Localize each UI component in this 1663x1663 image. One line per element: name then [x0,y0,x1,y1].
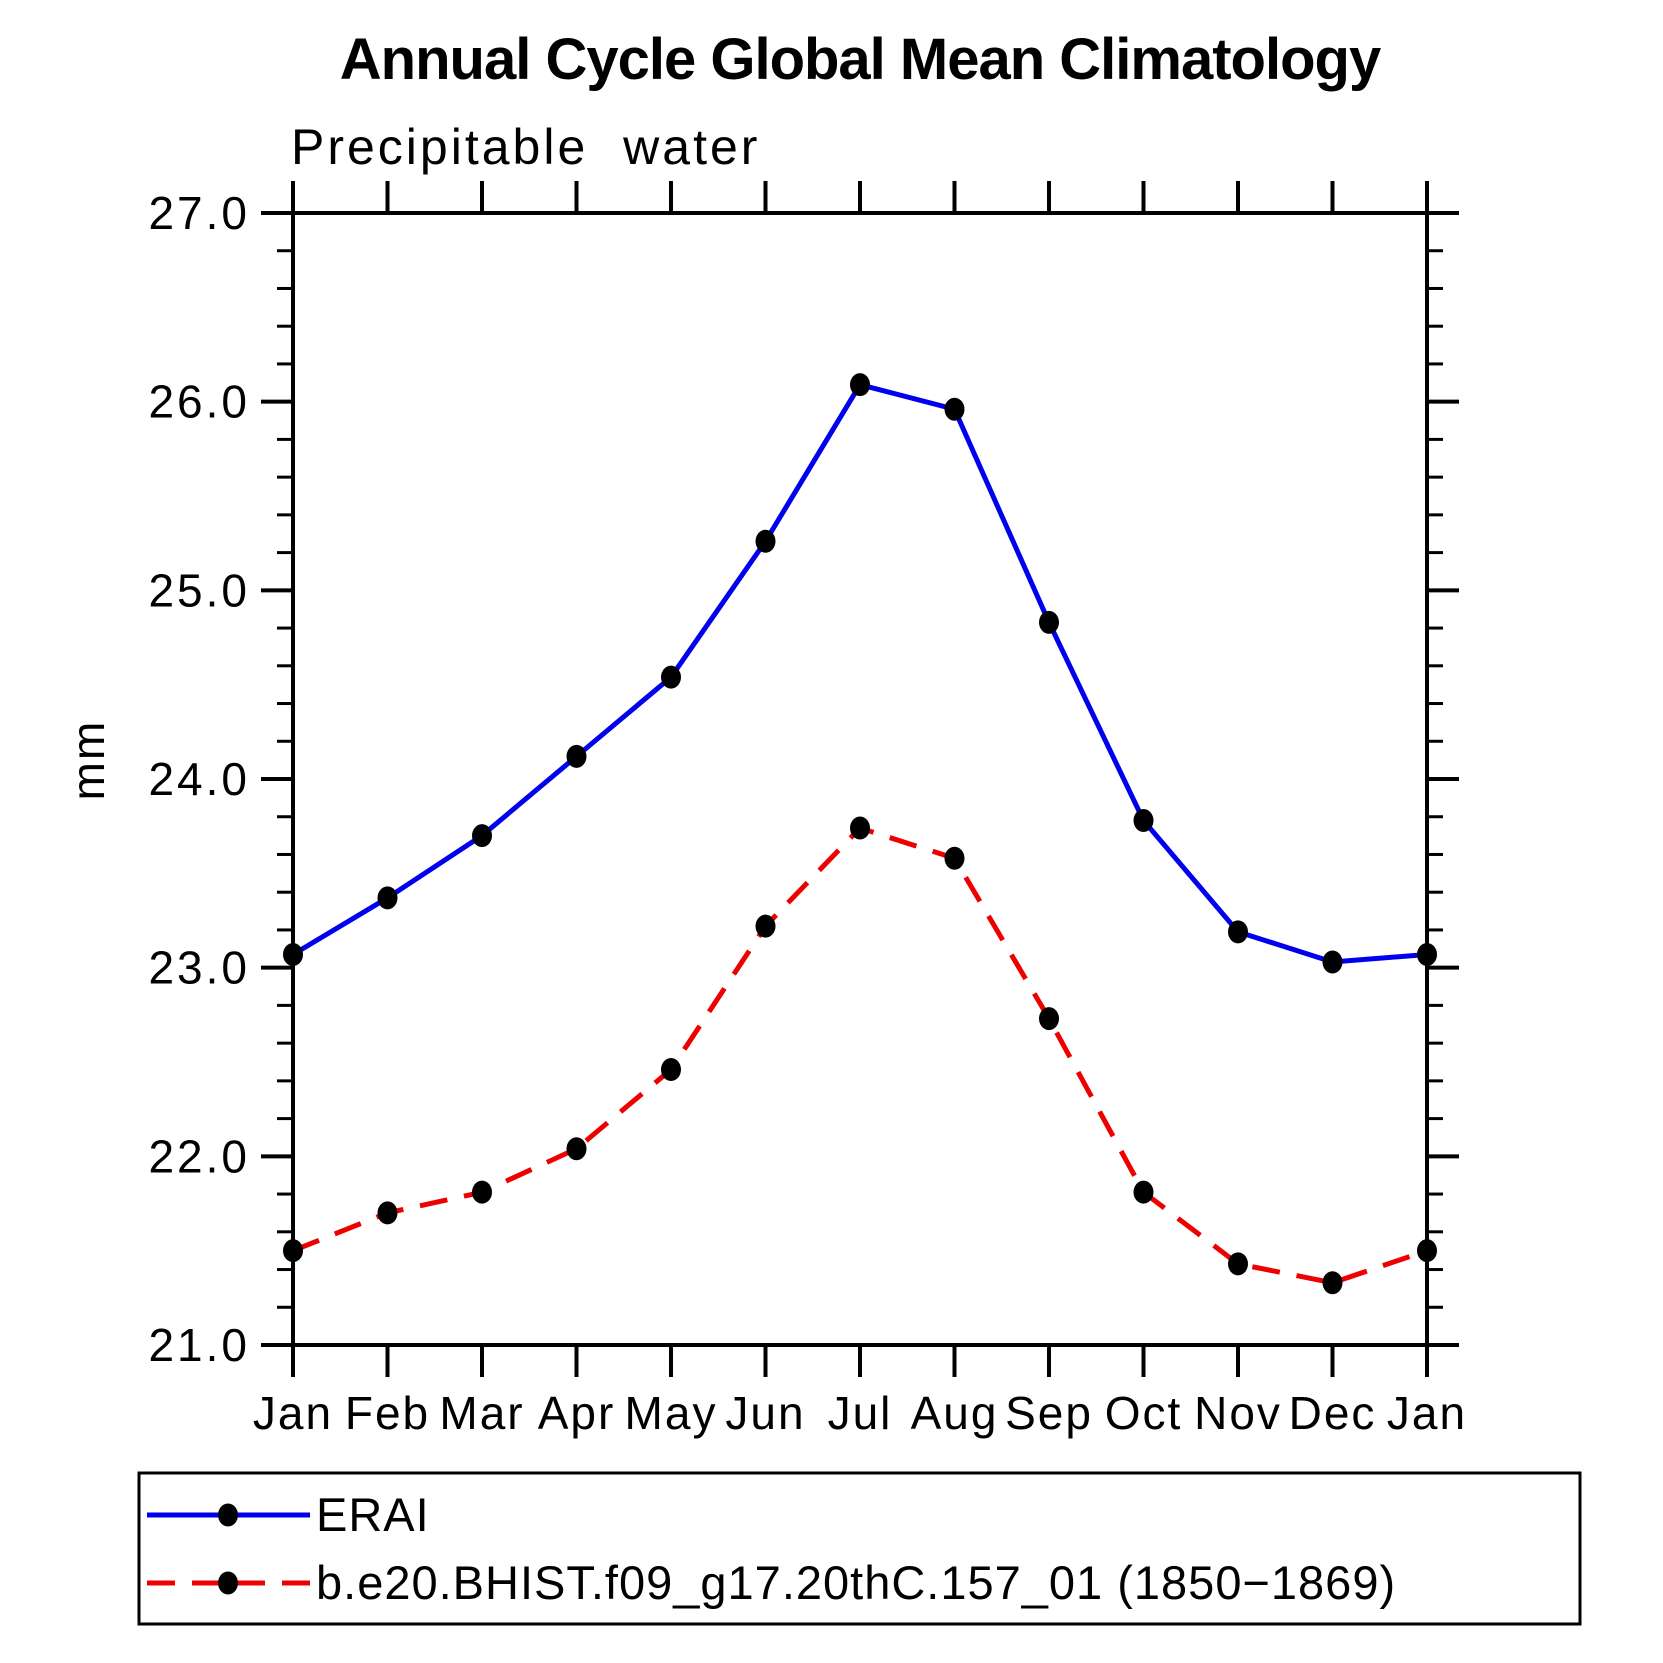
legend-marker-1 [218,1571,238,1595]
x-tick-label: Oct [1105,1387,1183,1439]
series-marker-1 [1133,1180,1154,1204]
x-tick-label: Nov [1194,1387,1282,1439]
y-tick-label: 27.0 [148,187,250,239]
legend-label-0: ERAI [316,1488,430,1541]
series-marker-0 [850,373,870,397]
series-marker-1 [755,914,776,938]
series-marker-0 [1417,942,1437,966]
legend-marker-0 [218,1503,238,1527]
series-line-1 [292,825,1428,1286]
series-marker-1 [1228,1252,1248,1276]
x-tick-label: Sep [1005,1387,1093,1439]
x-tick-label: Mar [439,1387,524,1439]
x-tick-label: Aug [911,1387,999,1439]
y-tick-label: 26.0 [148,376,250,428]
y-tick-label: 22.0 [148,1130,250,1182]
series-marker-1 [1417,1239,1437,1263]
series-line-0 [291,381,1428,965]
chart-title: Annual Cycle Global Mean Climatology [339,27,1381,92]
series-marker-0 [1133,809,1154,833]
legend-label-1: b.e20.BHIST.f09_g17.20thC.157_01 (1850−1… [316,1556,1396,1609]
y-tick-label: 21.0 [148,1319,250,1371]
x-tick-label: May [625,1387,718,1439]
x-tick-label: Feb [345,1387,430,1439]
x-tick-label: Jun [725,1387,805,1439]
series-marker-0 [1322,950,1343,974]
series-marker-1 [377,1201,398,1225]
x-tick-label: Jan [1387,1387,1467,1439]
series-marker-0 [377,886,398,910]
series-marker-1 [283,1239,303,1263]
series-marker-0 [755,529,776,553]
series-marker-1 [850,816,870,840]
series-marker-1 [944,846,965,870]
series-marker-0 [472,824,492,848]
series-marker-1 [1039,1007,1059,1031]
legend-box [137,1471,1582,1626]
series-marker-1 [661,1058,681,1082]
series-marker-0 [944,397,965,421]
series-marker-0 [661,665,681,689]
series-marker-1 [472,1180,492,1204]
series-marker-1 [1322,1271,1343,1295]
series-marker-0 [283,942,303,966]
series-marker-1 [566,1137,587,1161]
series-marker-0 [1039,610,1059,634]
chart-subtitle: Precipitable water [291,119,761,175]
x-tick-label: Jul [828,1387,893,1439]
series-marker-0 [1228,920,1248,944]
series-marker-0 [566,744,587,768]
x-tick-label: Dec [1289,1387,1377,1439]
x-tick-label: Jan [253,1387,333,1439]
y-tick-label: 25.0 [148,564,250,616]
x-tick-label: Apr [538,1387,616,1439]
y-tick-label: 23.0 [148,942,250,994]
plot-frame [291,211,1429,1347]
y-tick-label: 24.0 [148,753,250,805]
